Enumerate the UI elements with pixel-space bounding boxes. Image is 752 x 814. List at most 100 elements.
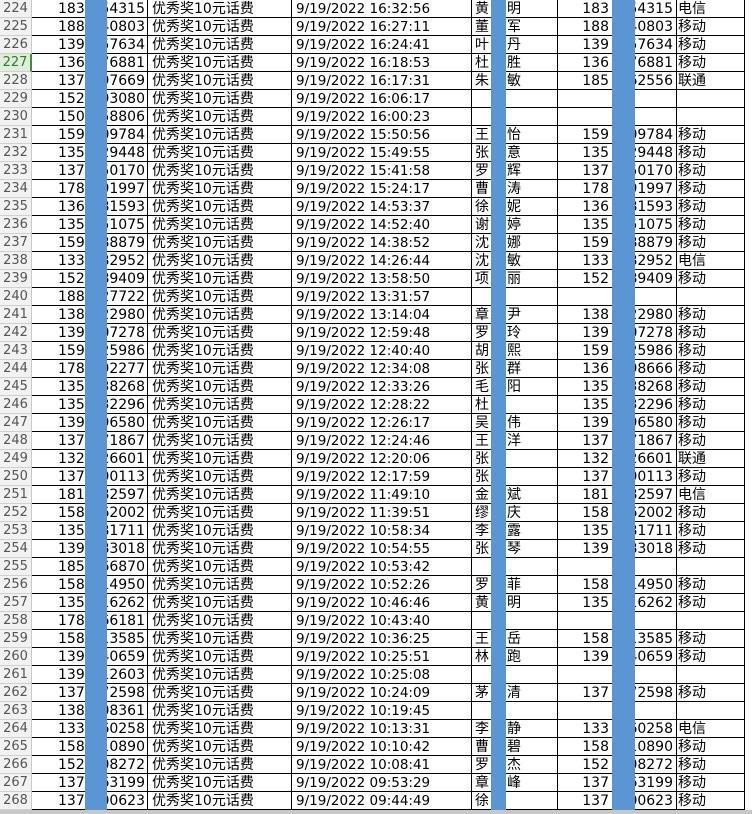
cell-carrier[interactable]: 电信 [677,252,745,270]
cell-award[interactable]: 优秀奖10元话费 [148,756,292,774]
cell-carrier[interactable] [677,612,745,630]
row-header[interactable]: 243 [0,342,32,360]
cell-carrier[interactable]: 移动 [677,18,745,36]
cell-time[interactable]: 9/19/2022 15:24:17 [292,180,472,198]
row-header[interactable]: 233 [0,162,32,180]
row-header[interactable]: 259 [0,630,32,648]
cell-phone-2[interactable]: 152 89409 [558,270,677,288]
cell-time[interactable]: 9/19/2022 16:18:53 [292,54,472,72]
row-header[interactable]: 253 [0,522,32,540]
cell-name[interactable]: 缪庆 [472,504,558,522]
cell-award[interactable]: 优秀奖10元话费 [148,450,292,468]
cell-award[interactable]: 优秀奖10元话费 [148,702,292,720]
cell-carrier[interactable]: 移动 [677,144,745,162]
cell-award[interactable]: 优秀奖10元话费 [148,0,292,18]
cell-time[interactable]: 9/19/2022 09:53:29 [292,774,472,792]
cell-carrier[interactable] [677,108,745,126]
cell-time[interactable]: 9/19/2022 16:17:31 [292,72,472,90]
cell-name[interactable]: 项丽 [472,270,558,288]
cell-award[interactable]: 优秀奖10元话费 [148,198,292,216]
cell-time[interactable]: 9/19/2022 10:53:42 [292,558,472,576]
cell-time[interactable]: 9/19/2022 13:31:57 [292,288,472,306]
cell-award[interactable]: 优秀奖10元话费 [148,720,292,738]
cell-award[interactable]: 优秀奖10元话费 [148,162,292,180]
row-header[interactable]: 266 [0,756,32,774]
row-header[interactable]: 225 [0,18,32,36]
cell-time[interactable]: 9/19/2022 10:10:42 [292,738,472,756]
row-header[interactable]: 229 [0,90,32,108]
cell-name[interactable]: 张 [472,450,558,468]
cell-award[interactable]: 优秀奖10元话费 [148,18,292,36]
cell-carrier[interactable]: 电信 [677,486,745,504]
cell-time[interactable]: 9/19/2022 12:26:17 [292,414,472,432]
cell-award[interactable]: 优秀奖10元话费 [148,666,292,684]
cell-award[interactable]: 优秀奖10元话费 [148,360,292,378]
cell-phone[interactable]: 1357 29448 [32,144,148,162]
cell-carrier[interactable]: 移动 [677,594,745,612]
row-header[interactable]: 256 [0,576,32,594]
cell-time[interactable]: 9/19/2022 11:49:10 [292,486,472,504]
row-header[interactable]: 262 [0,684,32,702]
cell-name[interactable]: 黄明 [472,594,558,612]
cell-award[interactable]: 优秀奖10元话费 [148,594,292,612]
cell-name[interactable]: 谢婷 [472,216,558,234]
row-header[interactable]: 230 [0,108,32,126]
cell-time[interactable]: 9/19/2022 10:52:26 [292,576,472,594]
cell-phone[interactable]: 1358 51075 [32,216,148,234]
cell-name[interactable]: 沈敏 [472,252,558,270]
cell-phone-2[interactable]: 137 50170 [558,162,677,180]
cell-award[interactable]: 优秀奖10元话费 [148,90,292,108]
cell-name[interactable]: 章峰 [472,774,558,792]
cell-carrier[interactable]: 移动 [677,378,745,396]
cell-name[interactable]: 毛阳 [472,378,558,396]
cell-time[interactable]: 9/19/2022 10:25:08 [292,666,472,684]
cell-time[interactable]: 9/19/2022 12:40:40 [292,342,472,360]
cell-carrier[interactable]: 移动 [677,306,745,324]
cell-time[interactable]: 9/19/2022 15:41:58 [292,162,472,180]
cell-name[interactable]: 叶丹 [472,36,558,54]
cell-phone[interactable]: 1815 82597 [32,486,148,504]
row-header[interactable]: 258 [0,612,32,630]
cell-award[interactable]: 优秀奖10元话费 [148,270,292,288]
row-header[interactable]: 239 [0,270,32,288]
row-header[interactable]: 236 [0,216,32,234]
cell-award[interactable]: 优秀奖10元话费 [148,504,292,522]
row-header[interactable]: 264 [0,720,32,738]
cell-phone[interactable]: 1599 88879 [32,234,148,252]
cell-carrier[interactable] [677,666,745,684]
row-header[interactable]: 247 [0,414,32,432]
cell-phone-2[interactable]: 183 54315 [558,0,677,18]
cell-award[interactable]: 优秀奖10元话费 [148,378,292,396]
cell-phone-2[interactable]: 137 90113 [558,468,677,486]
row-header[interactable]: 254 [0,540,32,558]
cell-award[interactable]: 优秀奖10元话费 [148,468,292,486]
cell-name[interactable]: 吴伟 [472,414,558,432]
cell-name[interactable]: 胡熙 [472,342,558,360]
cell-name[interactable]: 李静 [472,720,558,738]
cell-name[interactable] [472,558,558,576]
cell-time[interactable]: 9/19/2022 12:33:26 [292,378,472,396]
cell-carrier[interactable]: 联通 [677,72,745,90]
row-header[interactable]: 224 [0,0,32,18]
cell-award[interactable]: 优秀奖10元话费 [148,108,292,126]
row-header[interactable]: 267 [0,774,32,792]
row-header[interactable]: 246 [0,396,32,414]
cell-name[interactable]: 张琴 [472,540,558,558]
cell-time[interactable]: 9/19/2022 10:08:41 [292,756,472,774]
cell-award[interactable]: 优秀奖10元话费 [148,180,292,198]
cell-award[interactable]: 优秀奖10元话费 [148,738,292,756]
cell-award[interactable]: 优秀奖10元话费 [148,414,292,432]
cell-name[interactable]: 徐妮 [472,198,558,216]
cell-carrier[interactable]: 移动 [677,234,745,252]
cell-carrier[interactable]: 移动 [677,396,745,414]
cell-carrier[interactable]: 移动 [677,198,745,216]
cell-award[interactable]: 优秀奖10元话费 [148,288,292,306]
cell-name[interactable]: 王洋 [472,432,558,450]
row-header[interactable]: 260 [0,648,32,666]
cell-award[interactable]: 优秀奖10元话费 [148,432,292,450]
cell-carrier[interactable]: 移动 [677,324,745,342]
cell-carrier[interactable]: 移动 [677,36,745,54]
cell-award[interactable]: 优秀奖10元话费 [148,630,292,648]
row-header[interactable]: 242 [0,324,32,342]
cell-time[interactable]: 9/19/2022 16:27:11 [292,18,472,36]
